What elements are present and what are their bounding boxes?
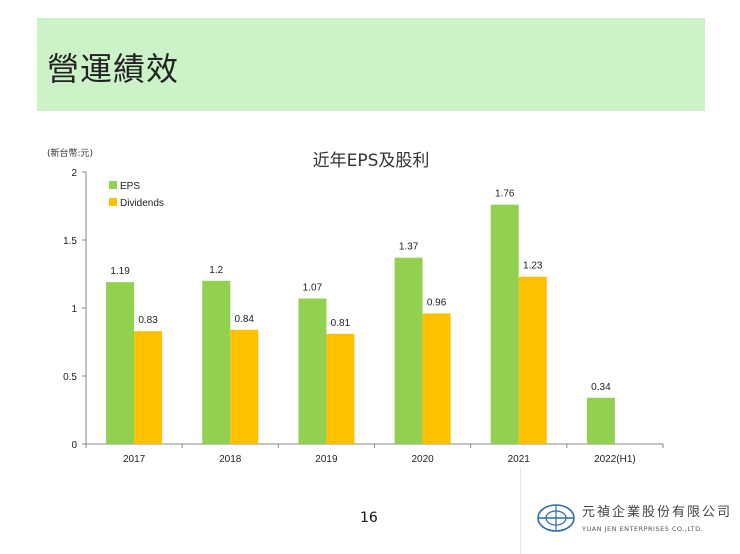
company-logo: 元禎企業股份有限公司 YUAN JEN ENTERPRISES CO.,LTD. (536, 500, 736, 540)
data-label: 1.2 (209, 265, 223, 276)
x-tick-label: 2022(H1) (594, 454, 636, 465)
y-tick-label: 2 (71, 168, 77, 179)
data-label: 1.23 (523, 261, 543, 272)
data-label: 0.96 (427, 297, 447, 308)
legend-label-dividends: Dividends (120, 198, 164, 209)
eps-dividends-chart: 0 0.5 1 1.5 2 2017 2018 2019 2020 2021 2022(H1) 近年… (63, 151, 664, 465)
data-label: 1.07 (303, 282, 323, 293)
page-number: 16 (360, 510, 378, 526)
data-label: 0.34 (591, 382, 611, 393)
bar-eps (202, 280, 231, 444)
data-label: 1.37 (399, 242, 419, 253)
bar-eps (490, 204, 519, 444)
bar-dividends (134, 331, 163, 444)
bar-eps (586, 397, 615, 444)
data-label: 0.81 (331, 318, 351, 329)
data-label: 1.19 (110, 266, 130, 277)
y-tick-label: 1 (71, 304, 77, 315)
y-tick-label: 1.5 (63, 236, 77, 247)
x-tick-label: 2021 (508, 454, 531, 465)
bar-eps (394, 257, 423, 444)
bar-dividends (518, 276, 547, 444)
company-emblem-icon (537, 504, 575, 532)
bar-dividends (422, 313, 451, 444)
bar-eps (298, 298, 327, 444)
y-tick-label: 0.5 (63, 372, 77, 383)
x-tick-label: 2020 (411, 454, 434, 465)
slide-title: 營運績效 (47, 50, 180, 88)
x-tick-label: 2018 (219, 454, 242, 465)
x-tick-label: 2017 (123, 454, 146, 465)
legend-label-eps: EPS (120, 181, 140, 192)
y-tick-label: 0 (71, 440, 77, 451)
legend-swatch-dividends (109, 198, 117, 206)
x-tick-label: 2019 (315, 454, 338, 465)
title-banner: 營運績效 (37, 18, 705, 111)
bar-eps (106, 282, 135, 444)
unit-label: (新台幣:元) (47, 149, 94, 159)
bar-dividends (230, 329, 259, 444)
data-label: 1.76 (495, 189, 515, 200)
bar-dividends (326, 333, 355, 444)
data-label: 0.83 (138, 315, 158, 326)
chart-title: 近年EPS及股利 (313, 151, 430, 171)
legend-swatch-eps (109, 181, 117, 189)
company-name: 元禎企業股份有限公司 (582, 505, 733, 520)
footer-divider (520, 468, 521, 554)
company-name-en: YUAN JEN ENTERPRISES CO.,LTD. (582, 525, 704, 533)
data-label: 0.84 (235, 314, 255, 325)
